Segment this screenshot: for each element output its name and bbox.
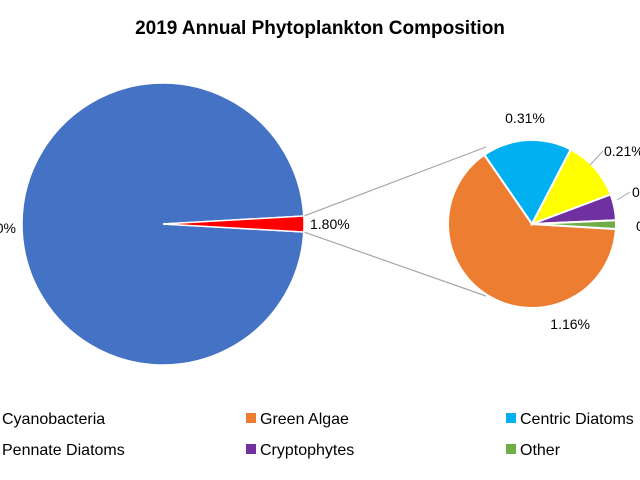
legend: Cyanobacteria Green Algae Centric Diatoms P… (2, 411, 634, 459)
data-label-cyanobacteria: 98.20% (0, 220, 16, 236)
data-label-other: 0.03% (636, 218, 640, 234)
legend-label-cyanobacteria: Cyanobacteria (2, 411, 105, 428)
secondary-pie-slice-other (531, 219, 618, 231)
connector-line-top (303, 146, 487, 217)
legend-item-green-algae: Green Algae (246, 411, 349, 428)
leader-line-pennate-diatoms (589, 150, 604, 166)
connector-lines (303, 146, 487, 297)
chart-title: 2019 Annual Phytoplankton Composition (135, 18, 505, 39)
legend-item-other: Other (506, 442, 561, 459)
data-label-cryptophytes: 0.09% (632, 184, 640, 200)
legend-label-pennate-diatoms: Pennate Diatoms (2, 442, 125, 459)
connector-line-bottom (303, 231, 487, 297)
secondary-pie-slice-pennate-diatoms (529, 148, 612, 226)
main-pie (21, 82, 305, 366)
legend-label-other: Other (520, 442, 561, 459)
leader-line-cryptophytes (616, 191, 631, 201)
legend-label-cryptophytes: Cryptophytes (260, 442, 354, 459)
data-labels: 98.20% 1.80% 1.16% 0.31% 0.21% 0.09% 0.03% (0, 110, 640, 332)
secondary-pie-slice-green-algae (447, 153, 617, 309)
main-pie-slice-cyanobacteria (21, 82, 305, 366)
legend-item-cyanobacteria: Cyanobacteria (2, 411, 105, 428)
data-label-other-groups: 1.80% (310, 216, 350, 232)
legend-swatch-green-algae (246, 413, 256, 423)
legend-label-centric-diatoms: Centric Diatoms (520, 411, 634, 428)
legend-swatch-centric-diatoms (506, 413, 516, 423)
data-label-green-algae: 1.16% (550, 316, 590, 332)
secondary-pie-slice-centric-diatoms (482, 139, 573, 226)
data-label-centric-diatoms: 0.31% (505, 110, 545, 126)
legend-swatch-other (506, 444, 516, 454)
legend-label-green-algae: Green Algae (260, 411, 349, 428)
data-label-pennate-diatoms: 0.21% (604, 143, 640, 159)
legend-item-pennate-diatoms: Pennate Diatoms (2, 442, 125, 459)
legend-item-centric-diatoms: Centric Diatoms (506, 411, 634, 428)
main-pie-slice-other-groups (162, 215, 305, 233)
secondary-pie (447, 139, 618, 309)
legend-swatch-cryptophytes (246, 444, 256, 454)
legend-item-cryptophytes: Cryptophytes (246, 442, 354, 459)
